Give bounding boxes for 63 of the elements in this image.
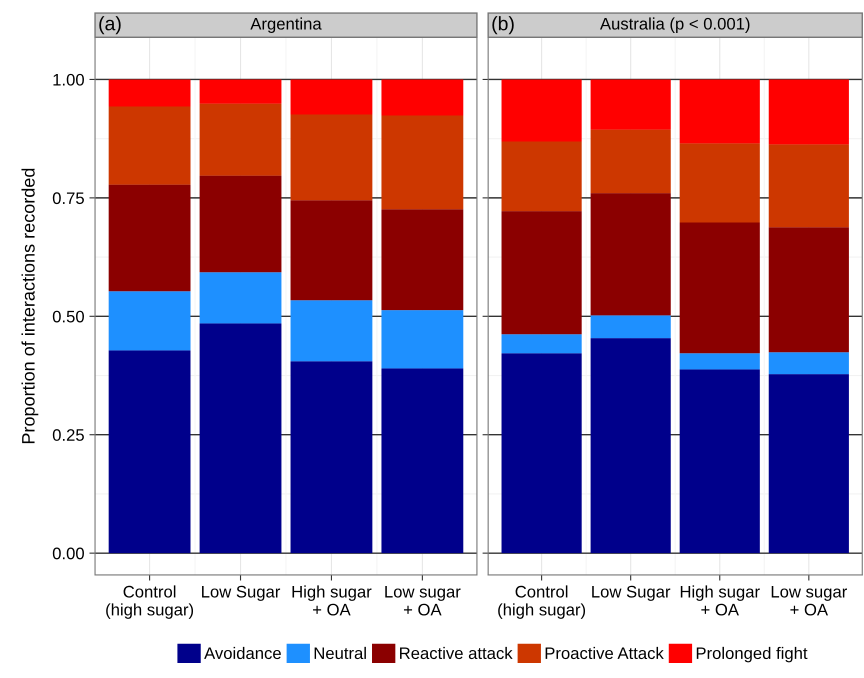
y-tick-label: 0.25 [52, 429, 84, 441]
y-axis-title: Proportion of interactions recorded [21, 168, 38, 444]
bar [680, 222, 760, 354]
bar [590, 79, 671, 130]
bar [381, 115, 464, 210]
legend-label: Reactive attack [400, 646, 513, 660]
text: (b) [492, 16, 514, 34]
bar [108, 291, 191, 350]
bar [768, 79, 849, 144]
bar [200, 323, 282, 554]
bar [502, 211, 582, 334]
bar [200, 272, 282, 324]
bar [108, 79, 191, 106]
legend-label: Proactive Attack [546, 646, 664, 660]
bar [680, 143, 760, 223]
legend-label: Prolonged fight [696, 646, 808, 662]
bar [381, 209, 464, 310]
bar [108, 350, 191, 554]
bar [590, 130, 671, 194]
y-tick-label: 0.50 [52, 310, 84, 323]
x-tick-label: High sugar + OA [680, 585, 760, 616]
bar [200, 79, 282, 104]
bar [200, 104, 282, 176]
bar [502, 353, 582, 554]
bar [680, 79, 760, 144]
x-tick-label: Low Sugar [202, 586, 280, 601]
bar [680, 353, 760, 370]
bar [381, 79, 464, 116]
legend-label: Neutral [314, 646, 366, 660]
bar [108, 184, 191, 292]
text: (a) [99, 16, 121, 34]
bar [290, 79, 372, 115]
bar [590, 315, 671, 338]
bar [290, 200, 372, 300]
bar [381, 310, 464, 368]
bar [502, 334, 582, 354]
chart-title: Australia (p < 0.001) [600, 17, 750, 33]
bar [290, 361, 372, 554]
chart-title: Argentina [250, 17, 322, 33]
legend-label: Avoidance [204, 646, 281, 660]
bar [200, 176, 282, 272]
y-tick-label: 0.75 [52, 192, 84, 204]
x-tick-label: High sugar + OA [292, 585, 372, 616]
bar [768, 144, 849, 228]
y-tick-label: 1.00 [53, 74, 84, 86]
bar [381, 368, 464, 554]
y-tick-label: 0.00 [52, 548, 84, 560]
bar [290, 300, 372, 362]
bar [290, 114, 372, 200]
x-tick-label: Control (high sugar) [498, 585, 586, 619]
bar [590, 338, 671, 554]
x-tick-label: Low sugar + OA [385, 586, 461, 616]
bar [768, 374, 849, 554]
bar [768, 227, 849, 352]
bar [502, 79, 582, 142]
bar [590, 193, 671, 316]
x-tick-label: Low Sugar [592, 586, 670, 601]
bar [680, 369, 760, 554]
bar [502, 142, 582, 212]
x-tick-label: Control (high sugar) [106, 585, 194, 619]
x-tick-label: Low sugar + OA [772, 586, 847, 616]
bar [108, 106, 191, 185]
bar [768, 352, 849, 374]
